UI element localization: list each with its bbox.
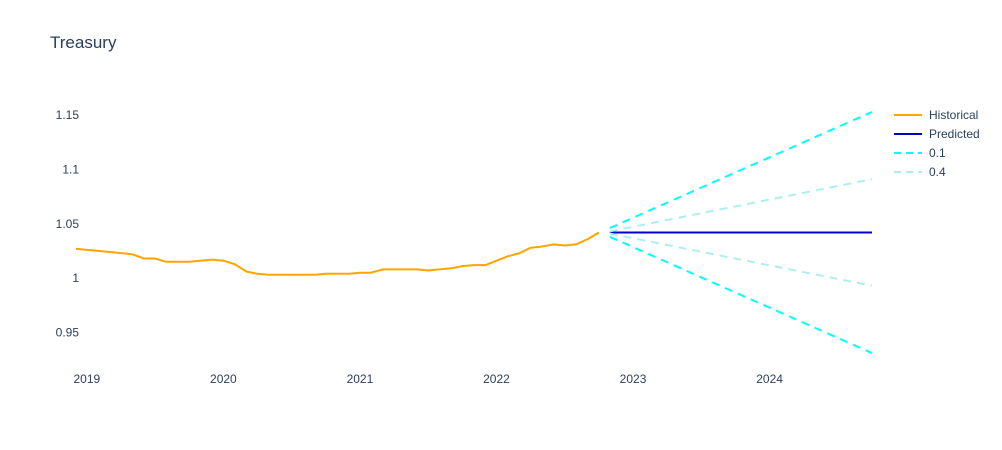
- chart-title: Treasury: [50, 33, 117, 52]
- series-historical-line: [75, 231, 600, 276]
- series-0-4-lower-line: [609, 232, 873, 287]
- x-tick-label: 2019: [73, 372, 100, 386]
- x-tick-label: 2020: [210, 372, 237, 386]
- y-tick-label: 1.1: [62, 162, 79, 176]
- legend-item[interactable]: 0.4: [894, 165, 946, 179]
- legend-item[interactable]: Predicted: [894, 127, 980, 141]
- legend-label: Historical: [929, 108, 978, 122]
- y-tick-label: 1.05: [56, 217, 80, 231]
- x-tick-label: 2023: [620, 372, 647, 386]
- y-tick-label: 0.95: [56, 325, 80, 339]
- x-tick-label: 2022: [483, 372, 510, 386]
- x-axis-ticks: 2019 2020 2021 2022 2023 2024: [73, 372, 783, 386]
- legend-item[interactable]: 0.1: [894, 146, 946, 160]
- series-layer: [75, 110, 873, 355]
- legend[interactable]: Historical Predicted 0.1 0.4: [894, 108, 980, 179]
- legend-label: 0.1: [929, 146, 946, 160]
- series-0-1-lower-line: [609, 235, 873, 355]
- y-tick-label: 1.15: [56, 108, 80, 122]
- y-tick-label: 1: [72, 271, 79, 285]
- x-tick-label: 2024: [756, 372, 783, 386]
- y-axis-ticks: 0.95 1 1.05 1.1 1.15: [56, 108, 80, 339]
- series-0-4-upper-line: [609, 178, 873, 233]
- legend-item[interactable]: Historical: [894, 108, 978, 122]
- series-0-1-upper-line: [609, 110, 873, 230]
- legend-label: Predicted: [929, 127, 980, 141]
- x-tick-label: 2021: [347, 372, 374, 386]
- legend-label: 0.4: [929, 165, 946, 179]
